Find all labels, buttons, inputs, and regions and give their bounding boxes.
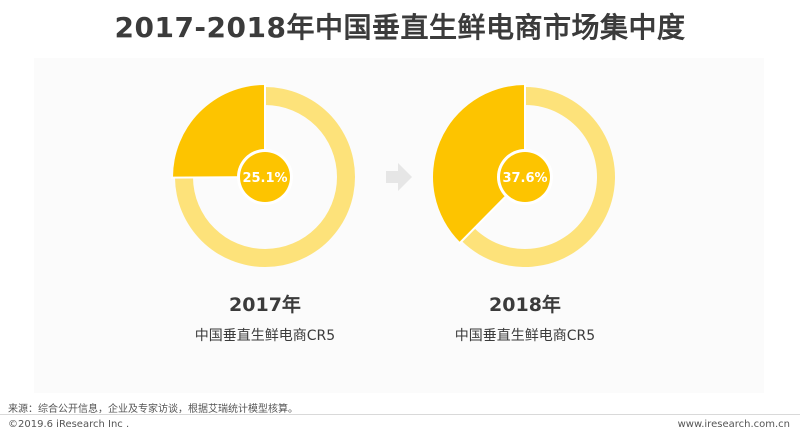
chart-background	[34, 58, 764, 393]
subtitle-2018: 中国垂直生鲜电商CR5	[454, 328, 596, 344]
footer-divider	[0, 414, 800, 415]
value-label-1: 37.6%	[502, 171, 547, 186]
center-circle-1	[500, 152, 550, 202]
center-circle-0	[240, 152, 290, 202]
subtitle-2017: 中国垂直生鲜电商CR5	[194, 328, 336, 344]
value-label-0: 25.1%	[242, 171, 287, 186]
ring-remainder-1	[461, 87, 616, 267]
source-note: 来源：综合公开信息，企业及专家访谈，根据艾瑞统计模型核算。	[8, 404, 298, 415]
copyright-text: ©2019.6 iResearch Inc .	[8, 419, 130, 430]
year-label-2017: 2017年	[229, 294, 301, 316]
cr5-wedge-0	[173, 85, 265, 178]
year-label-2018: 2018年	[489, 294, 561, 316]
chart-title: 2017-2018年中国垂直生鲜电商市场集中度	[114, 11, 686, 44]
arrow-right-icon	[386, 163, 412, 191]
cr5-wedge-1	[433, 85, 525, 243]
website-link[interactable]: www.iresearch.com.cn	[677, 419, 790, 430]
